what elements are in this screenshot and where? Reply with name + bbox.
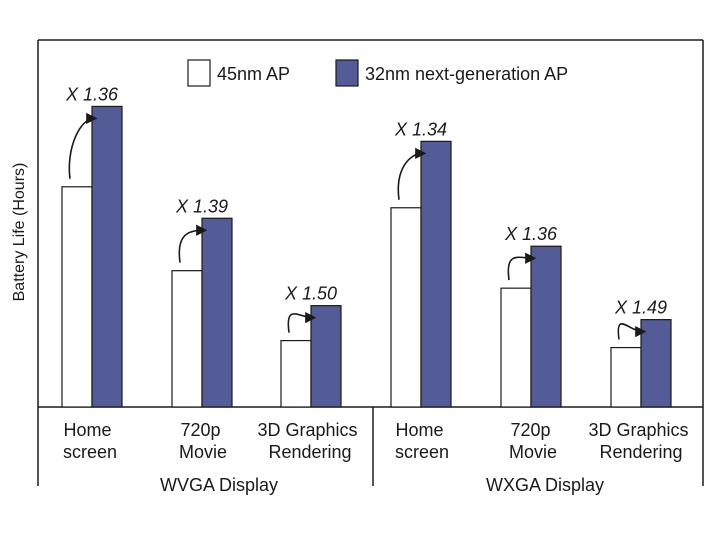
arrows-layer — [68, 112, 647, 340]
group-label-wxga: WXGA Display — [486, 475, 604, 495]
ratio-label: X 1.49 — [614, 298, 667, 318]
bar-45nm — [390, 207, 422, 408]
tick-label: 720p Movie — [179, 420, 227, 462]
bar-45nm — [171, 270, 203, 408]
bar-32nm — [420, 140, 452, 408]
increase-arrow — [617, 323, 647, 340]
y-axis-label: Battery Life (Hours) — [11, 163, 28, 302]
tick-label-3d-line1: 3D Graphics — [257, 420, 357, 440]
tick-label: 3D Graphics Rendering — [257, 420, 362, 462]
tick-label-3d-line2: Rendering — [599, 442, 682, 462]
ratio-labels-layer: X 1.36 X 1.39 X 1.50 X 1.34 X 1.36 X 1.49 — [65, 84, 667, 317]
group-label-wvga: WVGA Display — [160, 475, 278, 495]
increase-arrow — [178, 224, 208, 263]
tick-label-3d-line1: 3D Graphics — [588, 420, 688, 440]
tick-label-720p-line1: 720p — [180, 420, 220, 440]
tick-label-720p-line2: Movie — [509, 442, 557, 462]
tick-label: 3D Graphics Rendering — [588, 420, 693, 462]
bar-45nm — [610, 346, 642, 408]
tick-label-720p-line2: Movie — [179, 442, 227, 462]
tick-label-home-line2: screen — [395, 442, 449, 462]
legend: 45nm AP 32nm next-generation AP — [187, 59, 568, 87]
bar-32nm — [310, 305, 342, 408]
increase-arrow — [287, 312, 317, 333]
bars-layer — [61, 105, 672, 408]
bar-45nm — [500, 287, 532, 408]
tick-label-3d-line2: Rendering — [268, 442, 351, 462]
tick-label-home-line2: screen — [63, 442, 117, 462]
legend-label-45nm: 45nm AP — [217, 64, 290, 84]
tick-label: Home screen — [395, 420, 449, 462]
legend-swatch-32nm — [335, 59, 359, 87]
increase-arrow — [68, 112, 98, 179]
tick-label: Home screen — [63, 420, 117, 462]
legend-label-32nm: 32nm next-generation AP — [365, 64, 568, 84]
ratio-label: X 1.39 — [175, 196, 228, 216]
tick-label-home-line1: Home — [395, 420, 443, 440]
bar-32nm — [640, 319, 672, 408]
ratio-label: X 1.34 — [394, 119, 447, 139]
bar-32nm — [530, 245, 562, 408]
increase-arrow — [397, 147, 427, 200]
ratio-label: X 1.36 — [504, 224, 558, 244]
tick-label-720p-line1: 720p — [510, 420, 550, 440]
ratio-label: X 1.50 — [284, 284, 337, 304]
bar-45nm — [61, 186, 93, 408]
increase-arrow — [507, 252, 537, 281]
bar-45nm — [280, 339, 312, 408]
legend-swatch-45nm — [187, 59, 211, 87]
bar-32nm — [201, 217, 233, 408]
tick-label: 720p Movie — [509, 420, 557, 462]
ratio-label: X 1.36 — [65, 84, 119, 104]
bar-32nm — [91, 105, 123, 408]
tick-label-home-line1: Home — [63, 420, 111, 440]
